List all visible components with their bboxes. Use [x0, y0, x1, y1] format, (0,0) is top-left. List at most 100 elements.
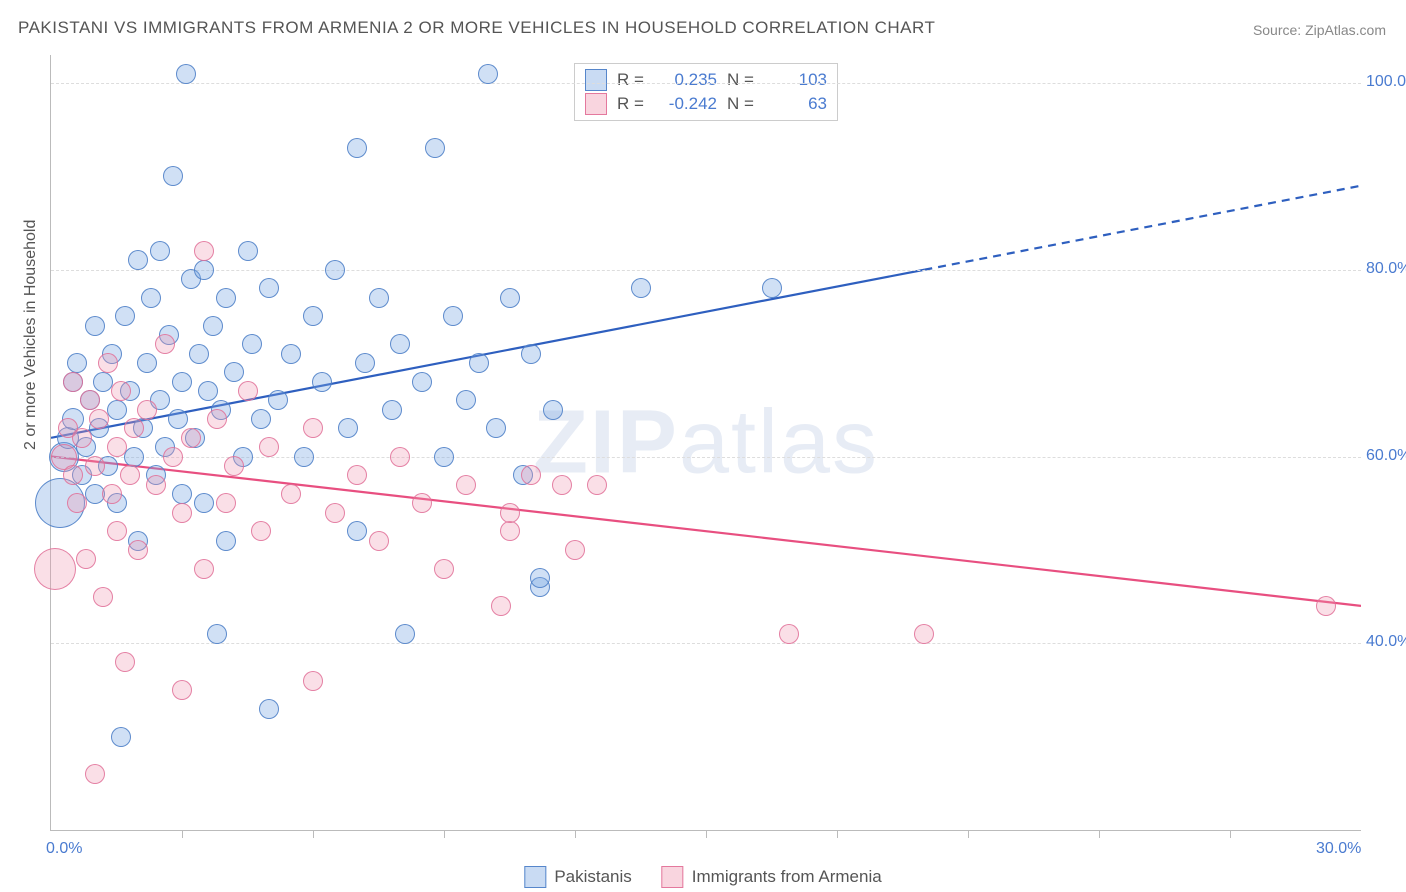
scatter-point — [80, 390, 100, 410]
scatter-point — [390, 447, 410, 467]
y-axis-label: 2 or more Vehicles in Household — [22, 220, 40, 450]
xtick-label: 30.0% — [1316, 840, 1361, 858]
scatter-point — [425, 138, 445, 158]
scatter-point — [543, 400, 563, 420]
scatter-point — [552, 475, 572, 495]
scatter-point — [194, 493, 214, 513]
stat-N-label: N = — [727, 70, 755, 90]
xtick-minor — [1230, 830, 1231, 838]
scatter-point — [469, 353, 489, 373]
ytick-label: 40.0% — [1366, 633, 1406, 651]
scatter-point — [115, 306, 135, 326]
stat-N-pakistani: 103 — [765, 70, 827, 90]
scatter-point — [779, 624, 799, 644]
scatter-point — [294, 447, 314, 467]
scatter-point — [189, 344, 209, 364]
scatter-point — [347, 465, 367, 485]
xtick-minor — [706, 830, 707, 838]
xtick-minor — [1099, 830, 1100, 838]
scatter-point — [1316, 596, 1336, 616]
gridline-h — [51, 83, 1361, 84]
scatter-point — [500, 503, 520, 523]
scatter-point — [434, 559, 454, 579]
scatter-point — [111, 727, 131, 747]
xtick-minor — [313, 830, 314, 838]
scatter-point — [172, 680, 192, 700]
legend-item-armenia: Immigrants from Armenia — [662, 866, 882, 888]
scatter-point — [85, 456, 105, 476]
ytick-label: 60.0% — [1366, 447, 1406, 465]
scatter-point — [587, 475, 607, 495]
scatter-point — [172, 484, 192, 504]
scatter-point — [72, 428, 92, 448]
ytick-label: 100.0% — [1366, 73, 1406, 91]
scatter-point — [137, 353, 157, 373]
scatter-point — [216, 493, 236, 513]
stat-R-pakistani: 0.235 — [655, 70, 717, 90]
ytick-label: 80.0% — [1366, 260, 1406, 278]
scatter-point — [456, 475, 476, 495]
scatter-point — [565, 540, 585, 560]
scatter-point — [347, 138, 367, 158]
scatter-point — [325, 503, 345, 523]
scatter-point — [85, 316, 105, 336]
correlation-stats-box: R = 0.235 N = 103 R = -0.242 N = 63 — [574, 63, 838, 121]
scatter-point — [146, 475, 166, 495]
scatter-point — [259, 278, 279, 298]
scatter-point — [163, 447, 183, 467]
scatter-point — [107, 437, 127, 457]
scatter-point — [67, 493, 87, 513]
gridline-h — [51, 643, 1361, 644]
scatter-point — [89, 409, 109, 429]
xtick-minor — [575, 830, 576, 838]
xtick-minor — [182, 830, 183, 838]
scatter-point — [67, 353, 87, 373]
scatter-point — [491, 596, 511, 616]
scatter-point — [251, 521, 271, 541]
scatter-point — [478, 64, 498, 84]
scatter-point — [281, 484, 301, 504]
scatter-point — [521, 465, 541, 485]
scatter-point — [238, 381, 258, 401]
scatter-point — [521, 344, 541, 364]
scatter-point — [395, 624, 415, 644]
scatter-point — [76, 549, 96, 569]
legend-bottom: Pakistanis Immigrants from Armenia — [524, 866, 881, 888]
scatter-point — [107, 521, 127, 541]
swatch-blue-icon — [524, 866, 546, 888]
scatter-point — [224, 362, 244, 382]
scatter-point — [369, 288, 389, 308]
scatter-point — [34, 548, 76, 590]
scatter-point — [111, 381, 131, 401]
scatter-point — [172, 503, 192, 523]
scatter-point — [530, 568, 550, 588]
scatter-point — [914, 624, 934, 644]
scatter-point — [486, 418, 506, 438]
scatter-point — [443, 306, 463, 326]
scatter-point — [102, 484, 122, 504]
scatter-point — [198, 381, 218, 401]
scatter-point — [194, 559, 214, 579]
scatter-point — [172, 372, 192, 392]
chart-title: PAKISTANI VS IMMIGRANTS FROM ARMENIA 2 O… — [18, 18, 935, 38]
scatter-point — [124, 418, 144, 438]
scatter-point — [242, 334, 262, 354]
gridline-h — [51, 270, 1361, 271]
scatter-point — [369, 531, 389, 551]
scatter-point — [224, 456, 244, 476]
scatter-point — [268, 390, 288, 410]
scatter-point — [207, 624, 227, 644]
scatter-point — [312, 372, 332, 392]
stat-N-armenia: 63 — [765, 94, 827, 114]
stats-row-pakistanis: R = 0.235 N = 103 — [583, 68, 829, 92]
scatter-point — [150, 241, 170, 261]
scatter-point — [355, 353, 375, 373]
scatter-point — [303, 671, 323, 691]
scatter-point — [259, 437, 279, 457]
scatter-point — [128, 250, 148, 270]
scatter-point — [216, 288, 236, 308]
scatter-point — [194, 241, 214, 261]
scatter-point — [412, 372, 432, 392]
stat-R-armenia: -0.242 — [655, 94, 717, 114]
xtick-minor — [968, 830, 969, 838]
